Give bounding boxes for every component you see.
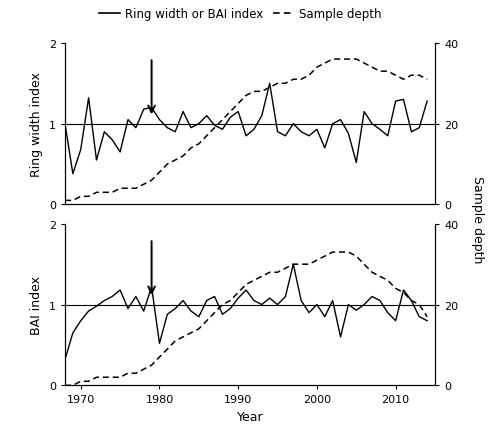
Y-axis label: Ring width index: Ring width index bbox=[30, 72, 44, 177]
Y-axis label: BAI index: BAI index bbox=[30, 276, 44, 334]
X-axis label: Year: Year bbox=[236, 410, 264, 423]
Legend: Ring width or BAI index, Sample depth: Ring width or BAI index, Sample depth bbox=[99, 8, 381, 21]
Text: Sample depth: Sample depth bbox=[471, 175, 484, 263]
